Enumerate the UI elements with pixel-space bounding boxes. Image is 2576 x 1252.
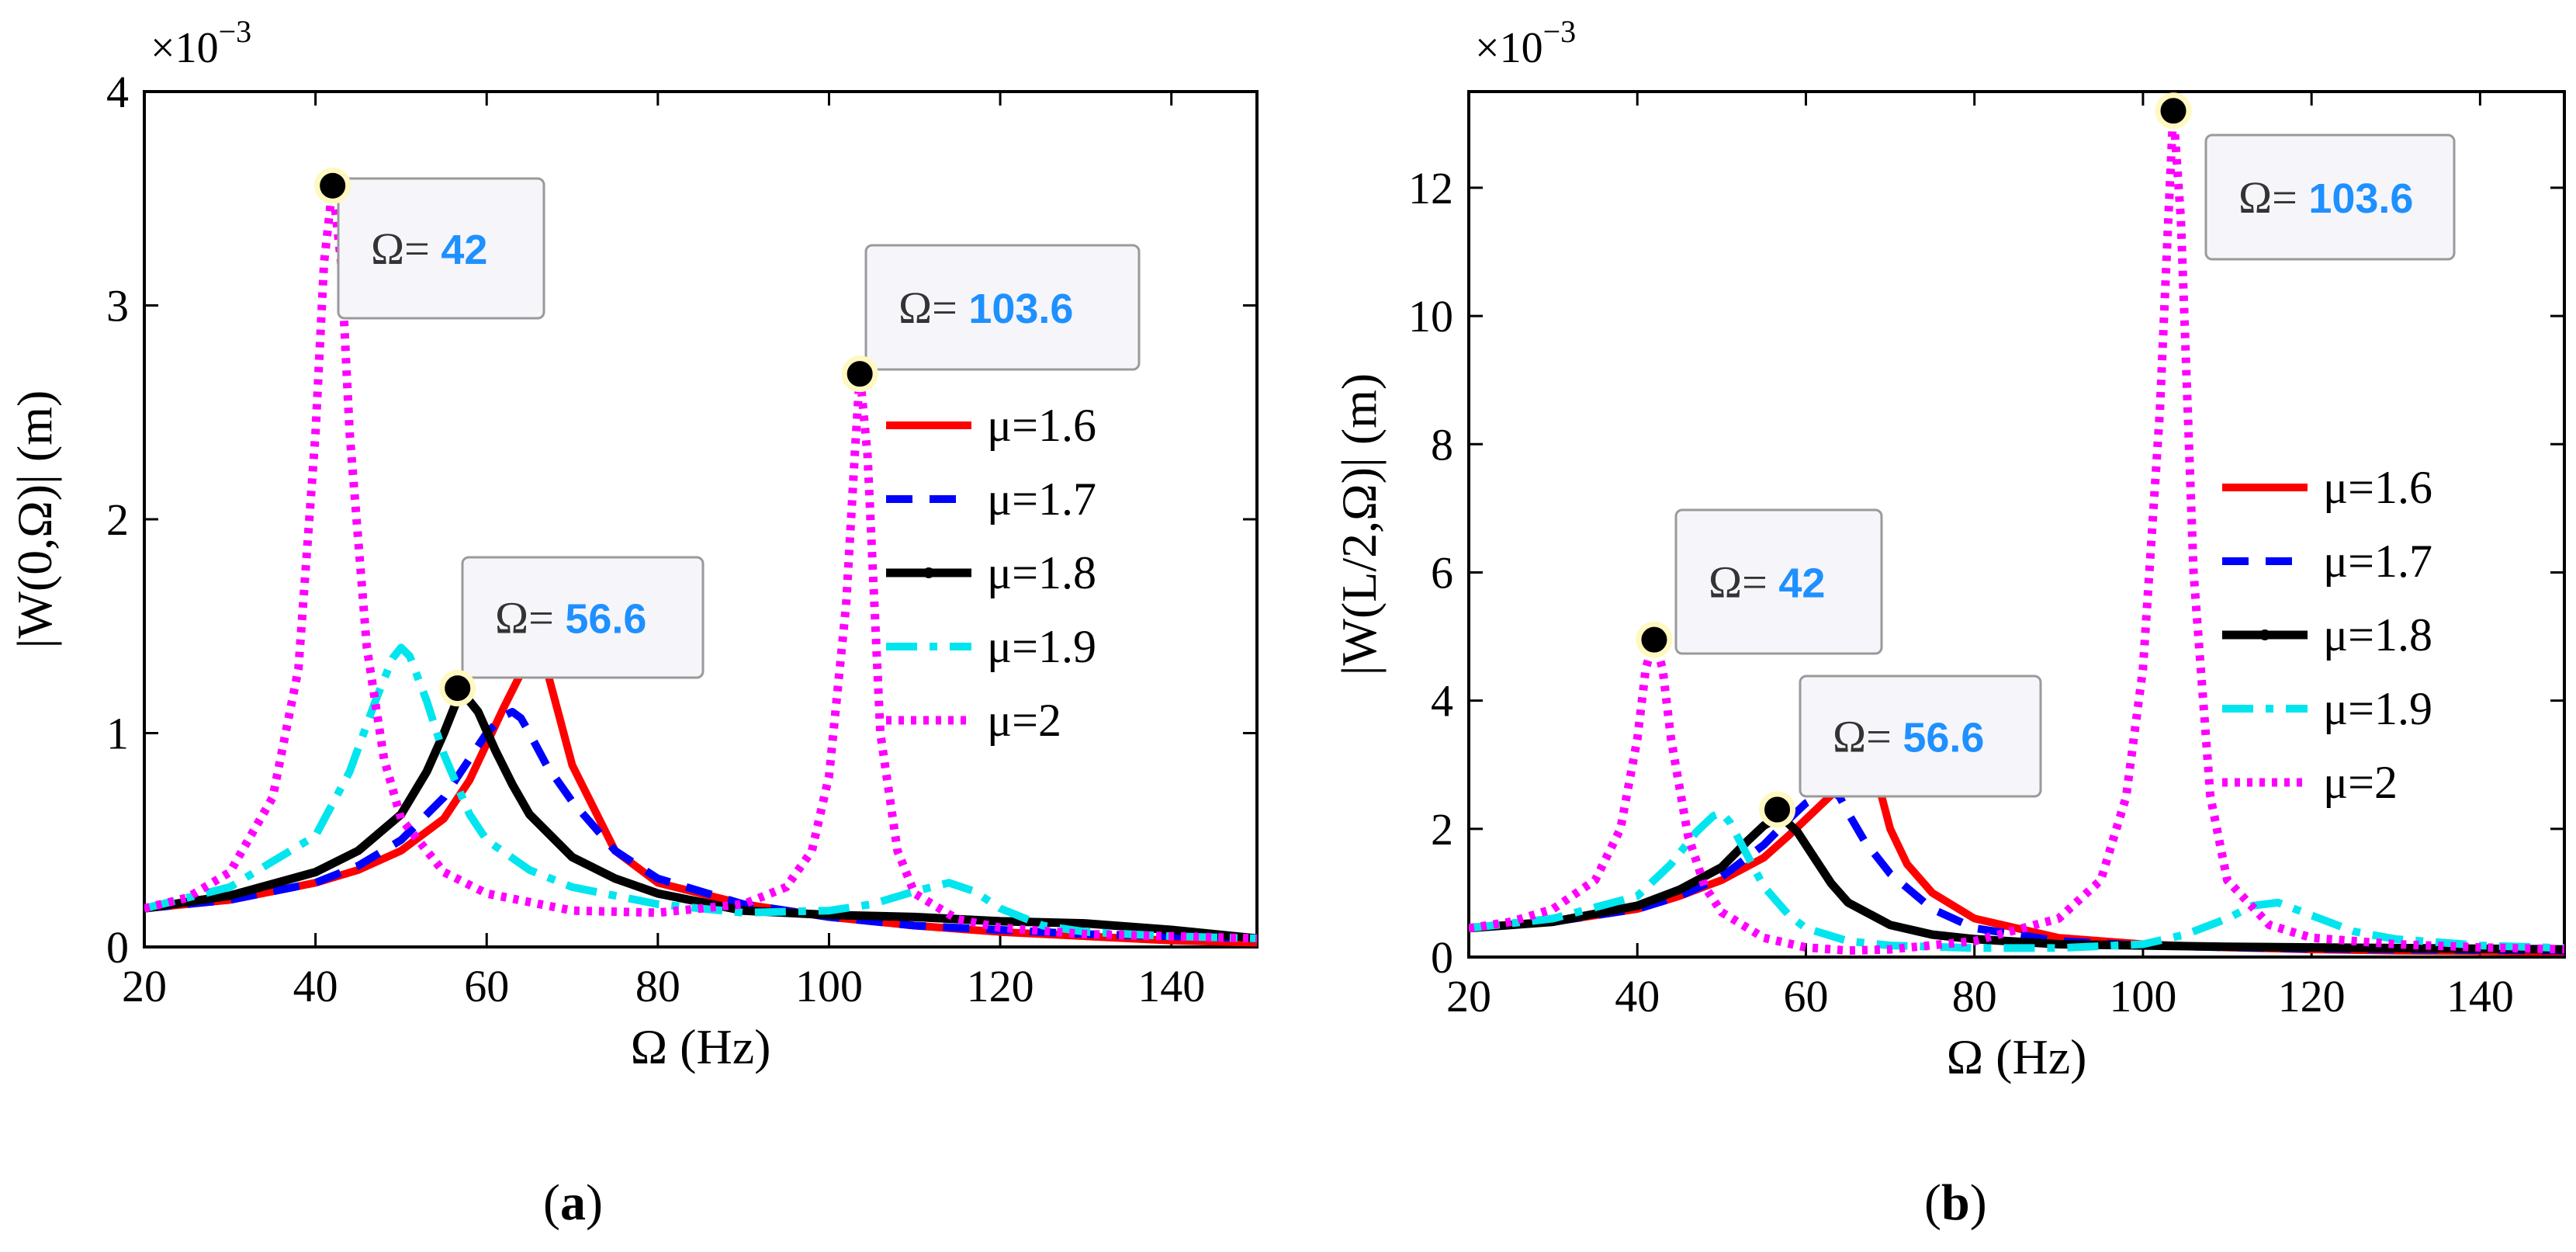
legend-label-2: μ=1.8 bbox=[2323, 609, 2432, 661]
x-tick-label: 20 bbox=[122, 961, 167, 1011]
datatip-point bbox=[2155, 92, 2192, 130]
y-tick-label: 4 bbox=[1431, 676, 1453, 727]
y-tick-label: 0 bbox=[106, 922, 129, 973]
datatip-value: 56.6 bbox=[565, 596, 646, 643]
x-tick-label: 80 bbox=[635, 961, 680, 1011]
x-tick-label: 80 bbox=[1952, 971, 1997, 1021]
datatip-box bbox=[1799, 675, 2042, 798]
datatip-box bbox=[864, 244, 1141, 371]
y-tick-label: 2 bbox=[1431, 804, 1453, 855]
y-tick-label: 3 bbox=[106, 281, 129, 331]
datatip-box bbox=[2204, 134, 2456, 261]
datatip-value: 42 bbox=[1778, 560, 1825, 607]
datatip-box bbox=[1674, 508, 1883, 655]
y-axis-label: |W(L/2,Ω)| (m) bbox=[1331, 373, 1387, 676]
caption-b: (b) bbox=[1924, 1174, 1987, 1233]
x-tick-label: 40 bbox=[293, 961, 338, 1011]
y-exponent-label: ×10−3 bbox=[1475, 14, 1576, 72]
legend-label-4: μ=2 bbox=[987, 695, 1061, 746]
legend-label-1: μ=1.7 bbox=[987, 473, 1096, 525]
caption-b-open: ( bbox=[1924, 1174, 1941, 1231]
datatip-box bbox=[337, 177, 545, 320]
datatip-point bbox=[314, 167, 351, 204]
datatip-value: 42 bbox=[441, 227, 487, 273]
y-tick-label: 4 bbox=[106, 67, 129, 117]
series-line-2 bbox=[1469, 811, 2564, 954]
legend-label-4: μ=2 bbox=[2323, 757, 2398, 808]
y-axis-label: |W(0,Ω)| (m) bbox=[7, 390, 62, 649]
x-tick-label: 100 bbox=[795, 961, 863, 1011]
datatip-label: Ω= 42 bbox=[371, 224, 487, 274]
series-line-3 bbox=[1469, 809, 2564, 952]
datatip-point bbox=[1759, 791, 1796, 828]
datatip-value: 103.6 bbox=[2308, 175, 2413, 222]
datatip-label: Ω= 56.6 bbox=[1833, 712, 1984, 762]
series-line-2 bbox=[144, 685, 1257, 943]
legend-label-1: μ=1.7 bbox=[2323, 536, 2432, 587]
x-tick-label: 60 bbox=[1783, 971, 1828, 1021]
datatip-point bbox=[841, 355, 878, 393]
y-tick-label: 2 bbox=[106, 494, 129, 545]
datatip-label: Ω= 56.6 bbox=[495, 593, 646, 643]
chart-panel-b: 20 40 60 80 100 120 140 0 2 4 6 8 10 12 ×10−3 Ω (Hz) |W(… bbox=[1331, 14, 2566, 1084]
x-tick-label: 100 bbox=[2109, 971, 2176, 1021]
datatip-label: Ω= 42 bbox=[1709, 557, 1825, 608]
x-tick-label: 140 bbox=[1137, 961, 1205, 1011]
caption-a-letter: a bbox=[559, 1174, 586, 1231]
legend-label-3: μ=1.9 bbox=[2323, 683, 2432, 734]
datatip-box bbox=[461, 556, 705, 679]
legend-label-0: μ=1.6 bbox=[2323, 462, 2432, 513]
x-axis-label: Ω (Hz) bbox=[1947, 1029, 2087, 1084]
chart-panel-a: 20 40 60 80 100 120 140 0 1 2 3 4 ×10−3 Ω (Hz) |W(0,Ω)… bbox=[7, 14, 1259, 1074]
legend-label-2: μ=1.8 bbox=[987, 547, 1096, 598]
y-tick-label: 12 bbox=[1408, 163, 1453, 213]
y-tick-label: 0 bbox=[1431, 932, 1453, 983]
legend-label-0: μ=1.6 bbox=[987, 400, 1096, 451]
x-axis-label: Ω (Hz) bbox=[631, 1019, 771, 1074]
caption-a-open: ( bbox=[543, 1174, 560, 1231]
x-tick-label: 60 bbox=[464, 961, 509, 1011]
y-tick-label: 1 bbox=[106, 709, 129, 759]
datatip-label: Ω= 103.6 bbox=[2238, 172, 2413, 223]
datatip-point bbox=[1636, 621, 1673, 658]
y-exponent-label: ×10−3 bbox=[151, 14, 251, 72]
x-tick-label: 140 bbox=[2446, 971, 2514, 1021]
y-tick-label: 6 bbox=[1431, 547, 1453, 598]
y-tick-label: 10 bbox=[1408, 291, 1453, 342]
caption-b-close: ) bbox=[1969, 1174, 1987, 1231]
x-tick-label: 20 bbox=[1446, 971, 1491, 1021]
y-exponent-power: −3 bbox=[219, 14, 252, 49]
legend-swatch-dot bbox=[2259, 629, 2270, 640]
legend-label-3: μ=1.9 bbox=[987, 621, 1096, 672]
x-tick-label: 120 bbox=[967, 961, 1034, 1011]
datatip-point bbox=[439, 670, 476, 707]
y-tick-label: 8 bbox=[1431, 419, 1453, 470]
datatip-value: 103.6 bbox=[968, 286, 1073, 332]
caption-b-letter: b bbox=[1941, 1174, 1970, 1231]
x-tick-label: 120 bbox=[2278, 971, 2346, 1021]
x-tick-label: 40 bbox=[1615, 971, 1660, 1021]
caption-a-close: ) bbox=[585, 1174, 603, 1231]
plot-area bbox=[1467, 90, 2566, 959]
series-line-1 bbox=[144, 708, 1257, 942]
caption-a: (a) bbox=[543, 1174, 603, 1233]
legend-swatch-dot bbox=[923, 567, 934, 578]
datatip-value: 56.6 bbox=[1903, 715, 1984, 761]
datatip-label: Ω= 103.6 bbox=[898, 283, 1073, 333]
y-exponent-power: −3 bbox=[1543, 14, 1577, 49]
